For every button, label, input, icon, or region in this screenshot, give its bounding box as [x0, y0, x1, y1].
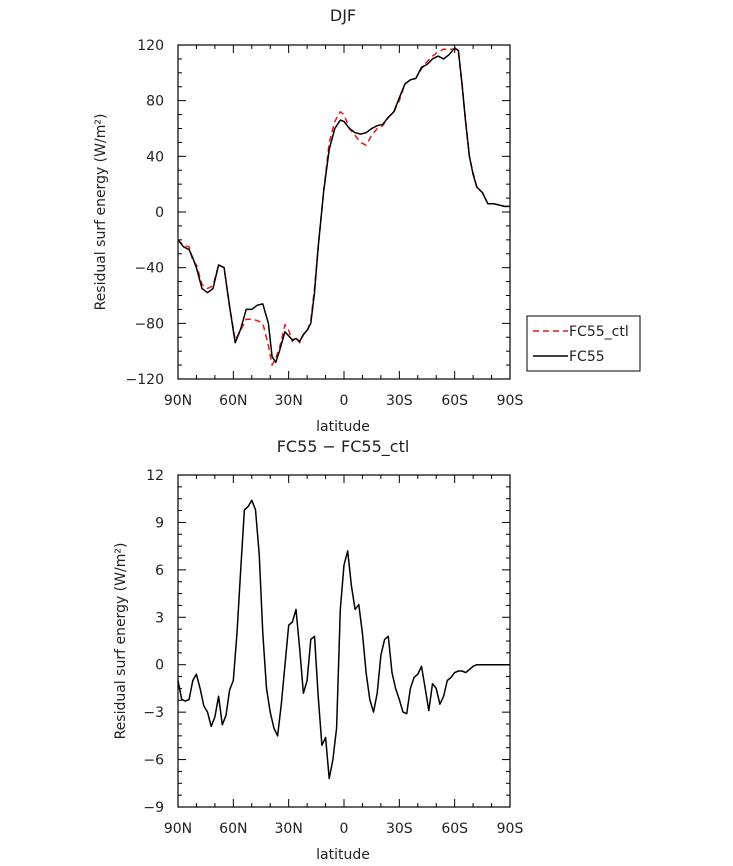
bottom-x-tick-label: 30N — [275, 821, 303, 837]
bottom-y-tick-label: 12 — [146, 468, 164, 484]
bottom-y-axis-label: Residual surf energy (W/m²) — [113, 543, 129, 740]
bottom-panel-difference: FC55 − FC55_ctl 90N 60N 30N 0 30S 60S 90S −9 −6 −… — [113, 437, 523, 863]
top-panel-djf: DJF 90N 60N 30N 0 30S 60S 90S −120 −80 −40 0 40 80 12… — [93, 6, 641, 435]
top-x-tick-label: 90N — [164, 393, 192, 409]
bottom-y-tick-label: −3 — [143, 705, 164, 721]
bottom-chart-title: FC55 − FC55_ctl — [277, 437, 410, 457]
legend-box — [526, 315, 641, 372]
bottom-x-tick-label: 0 — [340, 821, 349, 837]
top-x-tick-label: 30S — [386, 393, 413, 409]
bottom-x-tick-label: 60N — [219, 821, 247, 837]
bottom-x-tick-label: 60S — [441, 821, 468, 837]
top-chart-title: DJF — [330, 6, 356, 25]
bottom-y-tick-label: 3 — [155, 610, 164, 626]
top-series-line-fc55-ctl — [177, 48, 510, 366]
legend: FC55_ctl FC55 — [526, 315, 641, 372]
legend-label-fc55-ctl: FC55_ctl — [569, 324, 629, 340]
bottom-y-tick-label: 9 — [155, 515, 164, 531]
bottom-plot-frame — [177, 474, 511, 808]
top-x-tick-label: 30N — [275, 393, 303, 409]
top-y-tick-label: 120 — [137, 38, 164, 54]
top-x-tick-label: 60S — [441, 393, 468, 409]
top-y-tick-label: −120 — [126, 372, 164, 388]
bottom-y-tick-label: −9 — [143, 800, 164, 816]
top-x-tick-label: 0 — [340, 393, 349, 409]
top-y-tick-label: 80 — [146, 94, 164, 110]
top-x-axis-label: latitude — [316, 419, 370, 435]
bottom-y-tick-label: 6 — [155, 563, 164, 579]
bottom-x-axis-label: latitude — [316, 847, 370, 863]
bottom-y-tick-label: 0 — [155, 658, 164, 674]
bottom-y-tick-label: −6 — [143, 753, 164, 769]
bottom-series-line — [177, 499, 510, 780]
top-y-tick-label: −80 — [134, 316, 164, 332]
top-x-tick-label: 60N — [219, 393, 247, 409]
bottom-x-tick-label: 90S — [497, 821, 524, 837]
top-series-line-fc55 — [177, 47, 510, 364]
top-y-tick-label: 0 — [155, 205, 164, 221]
bottom-x-tick-label: 90N — [164, 821, 192, 837]
legend-label-fc55: FC55 — [569, 349, 605, 365]
top-plot-frame — [177, 44, 511, 380]
bottom-x-tick-label: 30S — [386, 821, 413, 837]
top-y-tick-label: 40 — [146, 149, 164, 165]
top-y-axis-label: Residual surf energy (W/m²) — [93, 114, 109, 311]
top-y-tick-label: −40 — [134, 261, 164, 277]
top-x-tick-label: 90S — [497, 393, 524, 409]
